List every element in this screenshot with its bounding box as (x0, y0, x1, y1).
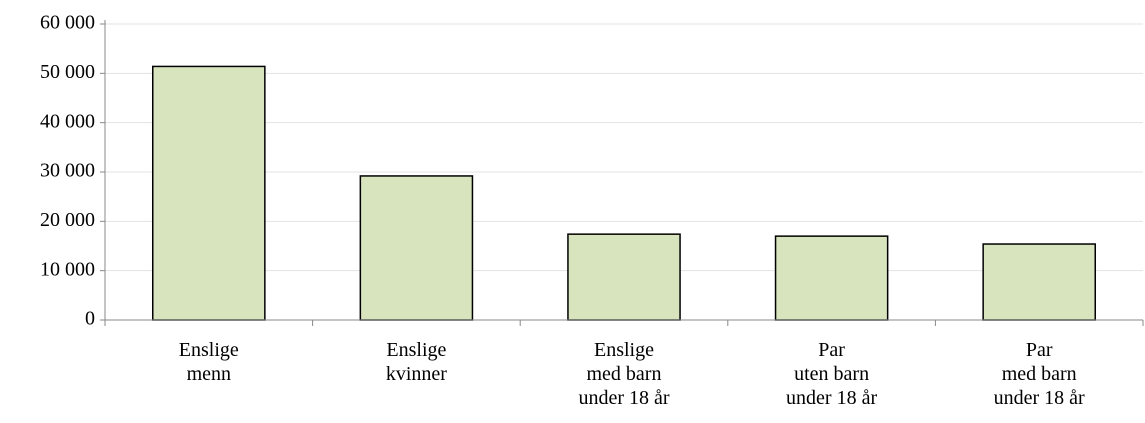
y-tick-label: 50 000 (40, 61, 95, 83)
x-tick-label: Par med barn under 18 år (993, 339, 1085, 409)
bar (982, 243, 1097, 321)
y-tick-label: 0 (85, 308, 95, 330)
bar (567, 233, 681, 321)
y-tick-label: 30 000 (40, 160, 95, 182)
y-tick-label: 40 000 (40, 110, 95, 132)
x-tick-label: Par uten barn under 18 år (786, 339, 878, 409)
y-tick-label: 60 000 (40, 12, 95, 34)
x-tick-label: Enslige kvinner (385, 339, 447, 385)
bar (151, 65, 266, 321)
bar (359, 175, 474, 321)
y-tick-label: 20 000 (40, 209, 95, 231)
x-tick-label: Enslige menn (178, 339, 239, 385)
bar (774, 235, 889, 321)
y-tick-label: 10 000 (40, 258, 95, 280)
x-tick-label: Enslige med barn under 18 år (578, 339, 670, 409)
